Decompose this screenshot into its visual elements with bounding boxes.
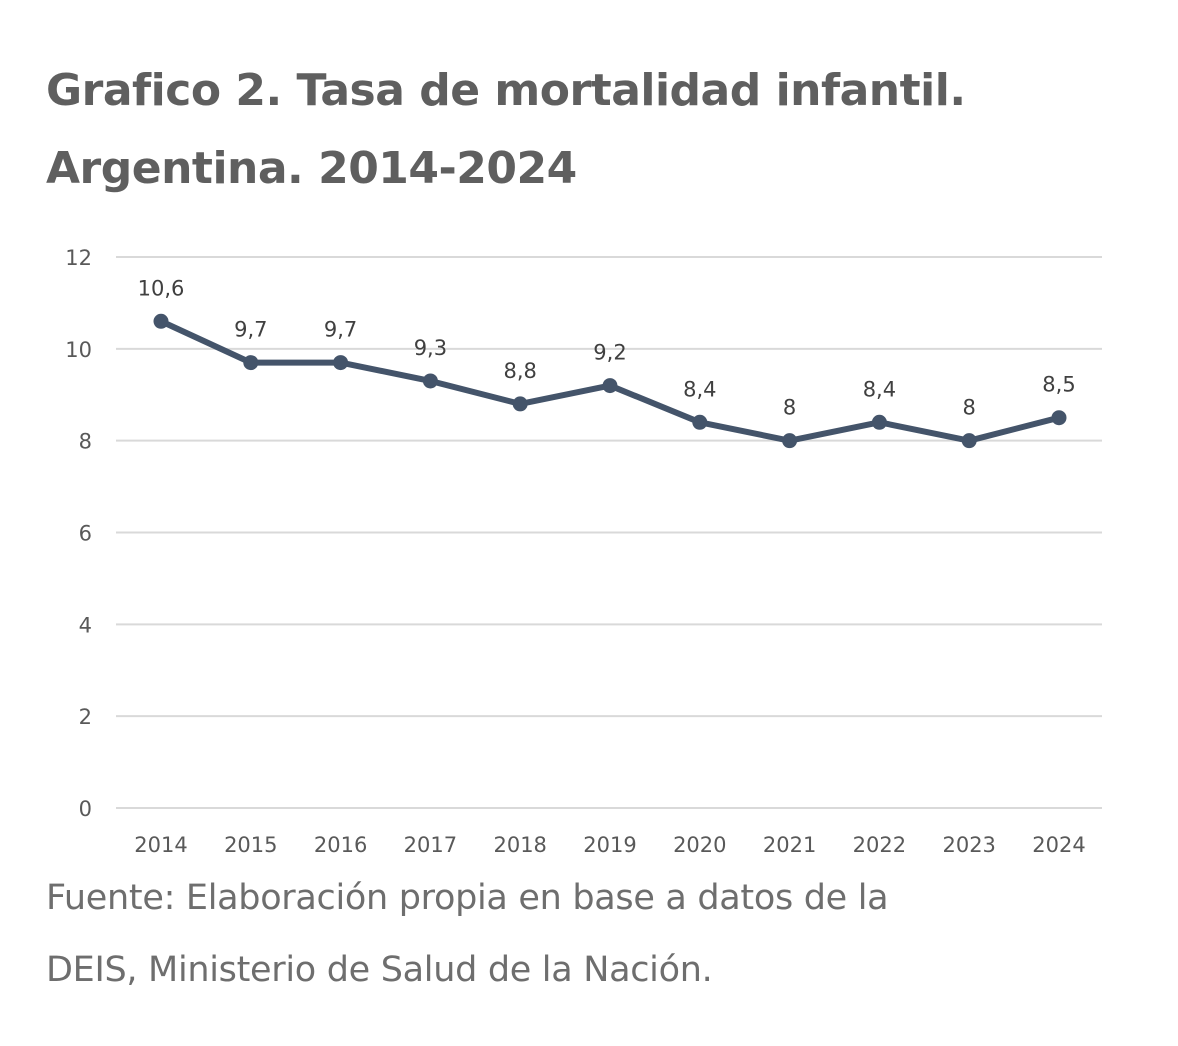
- y-tick-label: 4: [79, 613, 92, 637]
- x-tick-label: 2018: [493, 833, 546, 857]
- x-tick-label: 2017: [404, 833, 457, 857]
- data-point: [243, 355, 259, 371]
- y-axis-ticks: 0 2 4 6 8 10 12: [65, 246, 92, 821]
- data-point: [153, 313, 169, 329]
- y-tick-label: 8: [79, 430, 92, 454]
- data-point: [961, 433, 977, 449]
- x-tick-label: 2015: [224, 833, 277, 857]
- x-tick-label: 2016: [314, 833, 367, 857]
- data-point: [871, 414, 887, 430]
- x-tick-label: 2014: [134, 833, 187, 857]
- data-point: [512, 396, 528, 412]
- x-tick-label: 2021: [763, 833, 816, 857]
- data-point: [692, 414, 708, 430]
- data-label: 9,3: [414, 336, 447, 360]
- data-label: 8: [783, 396, 796, 420]
- data-label: 9,7: [324, 318, 357, 342]
- x-tick-label: 2023: [942, 833, 995, 857]
- y-tick-label: 10: [65, 338, 92, 362]
- gridlines: [116, 256, 1102, 809]
- x-tick-label: 2022: [853, 833, 906, 857]
- data-label: 8,8: [503, 359, 536, 383]
- data-points: [153, 313, 1067, 449]
- data-label: 9,7: [234, 318, 267, 342]
- data-label: 8: [963, 396, 976, 420]
- y-tick-label: 0: [79, 797, 92, 821]
- x-tick-label: 2024: [1032, 833, 1085, 857]
- data-label: 8,4: [683, 377, 716, 401]
- source-line-1: Fuente: Elaboración propia en base a dat…: [46, 878, 889, 918]
- source-note: Fuente: Elaboración propia en base a dat…: [46, 862, 1146, 1006]
- data-label: 8,4: [863, 377, 896, 401]
- chart-title-line-2: Argentina. 2014-2024: [46, 143, 577, 194]
- y-tick-label: 6: [79, 522, 92, 546]
- source-line-2: DEIS, Ministerio de Salud de la Nación.: [46, 950, 713, 990]
- data-point: [782, 433, 798, 449]
- chart-title-line-1: Grafico 2. Tasa de mortalidad infantil.: [46, 65, 966, 116]
- x-tick-label: 2020: [673, 833, 726, 857]
- data-labels: 10,6 9,7 9,7 9,3 8,8 9,2 8,4 8 8,4 8 8,5: [138, 276, 1076, 419]
- x-tick-label: 2019: [583, 833, 636, 857]
- data-point: [1051, 410, 1067, 426]
- data-label: 8,5: [1042, 373, 1075, 397]
- x-axis-ticks: 2014 2015 2016 2017 2018 2019 2020 2021 2022 2023…: [134, 833, 1085, 857]
- y-tick-label: 2: [79, 705, 92, 729]
- chart-title: Grafico 2. Tasa de mortalidad infantil. …: [46, 52, 1126, 208]
- data-point: [422, 373, 438, 389]
- y-tick-label: 12: [65, 246, 92, 270]
- data-label: 9,2: [593, 341, 626, 365]
- data-label: 10,6: [138, 276, 185, 300]
- data-point: [333, 355, 349, 371]
- data-point: [602, 378, 618, 394]
